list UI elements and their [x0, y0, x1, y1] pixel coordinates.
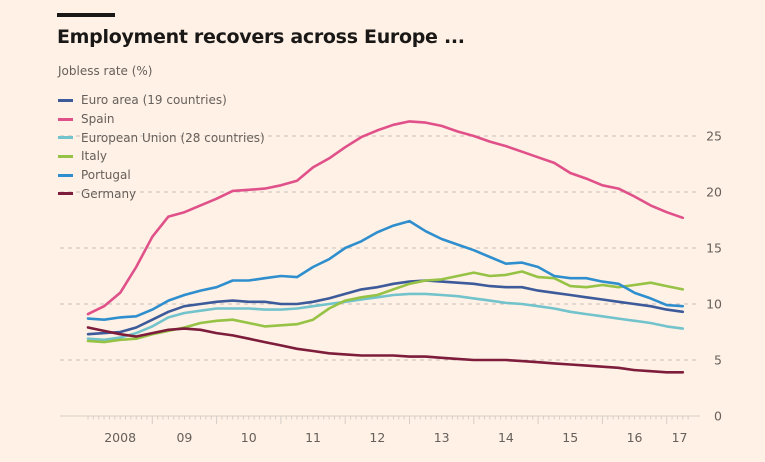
series-lines — [86, 120, 685, 374]
x-tick-label: 2008 — [104, 430, 136, 445]
legend-label: Euro area (19 countries) — [81, 93, 227, 108]
legend-item: Germany — [58, 184, 265, 203]
x-tick-label: 14 — [498, 430, 514, 445]
legend-label: Germany — [81, 186, 137, 201]
gridlines — [60, 135, 700, 361]
legend-item: European Union (28 countries) — [58, 128, 265, 147]
series-line-germany — [86, 326, 685, 374]
legend-label: Portugal — [81, 168, 131, 183]
chart-subtitle: Jobless rate (%) — [58, 64, 153, 78]
x-tick-label: 15 — [562, 430, 578, 445]
legend-swatch — [58, 173, 73, 177]
legend-label: Spain — [81, 112, 115, 127]
x-tick-label: 16 — [627, 430, 643, 445]
legend-swatch — [58, 136, 73, 140]
y-axis: 0 5 10 15 20 25 — [706, 129, 722, 424]
x-axis: 2008 09 10 11 12 13 14 15 16 17 — [60, 415, 700, 445]
series-line-euro-area-19-countries — [86, 279, 685, 336]
title-accent-bar — [57, 13, 115, 17]
legend-item: Spain — [58, 110, 265, 129]
x-tick-label: 09 — [176, 430, 192, 445]
legend-swatch — [58, 154, 73, 158]
y-tick-label: 15 — [706, 241, 722, 256]
x-tick-label: 10 — [241, 430, 257, 445]
series-line-italy — [86, 270, 685, 344]
y-tick-label: 20 — [706, 185, 722, 200]
series-line-european-union-28-countries — [86, 292, 685, 342]
legend-item: Portugal — [58, 166, 265, 185]
y-tick-label: 10 — [706, 297, 722, 312]
legend-item: Euro area (19 countries) — [58, 91, 265, 110]
legend-swatch — [58, 117, 73, 121]
legend-label: European Union (28 countries) — [81, 130, 265, 145]
legend-swatch — [58, 98, 73, 102]
x-tick-label: 12 — [369, 430, 385, 445]
y-tick-label: 5 — [714, 353, 722, 368]
x-tick-label: 13 — [434, 430, 450, 445]
legend-item: Italy — [58, 147, 265, 166]
x-tick-label: 17 — [672, 430, 688, 445]
series-line-portugal — [86, 219, 685, 322]
legend-swatch — [58, 192, 73, 196]
y-tick-label: 0 — [714, 409, 722, 424]
y-tick-label: 25 — [706, 129, 722, 144]
series-line-spain — [86, 120, 685, 316]
chart-title: Employment recovers across Europe ... — [57, 26, 465, 48]
x-tick-label: 11 — [305, 430, 321, 445]
legend: Euro area (19 countries) Spain European Un… — [58, 91, 265, 203]
legend-label: Italy — [81, 149, 108, 164]
